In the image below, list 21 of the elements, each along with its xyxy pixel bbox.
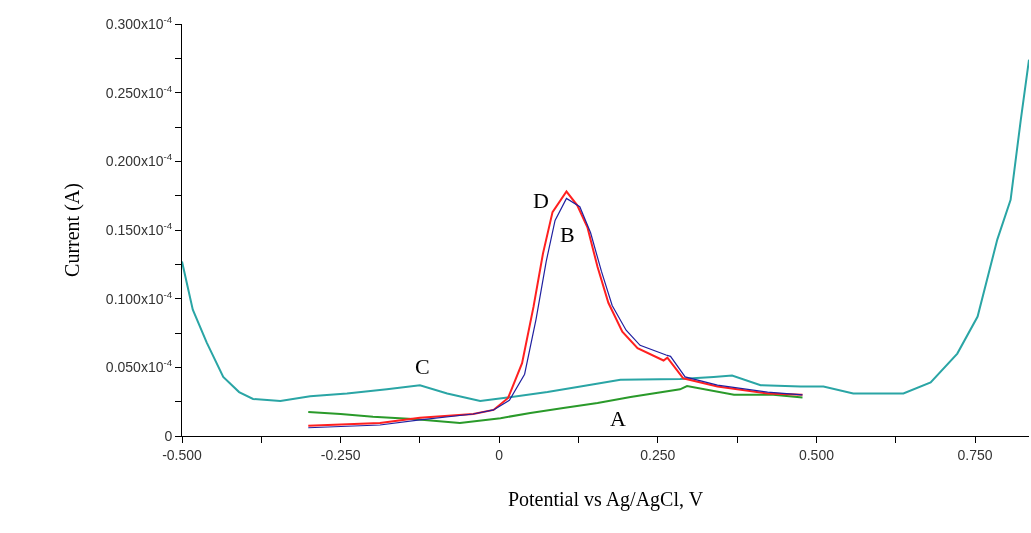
annotation: A: [610, 406, 626, 431]
annotation: C: [415, 354, 430, 379]
y-tick-label: 0.050x10$^{-4}$: [105, 357, 173, 376]
x-tick-label: 0.250: [640, 446, 676, 463]
x-tick-label: -0.250: [320, 446, 361, 463]
line-series: [182, 58, 1029, 402]
y-tick-label: 0.100x10$^{-4}$: [105, 288, 173, 307]
annotation: B: [560, 222, 575, 247]
x-tick-label: -0.500: [162, 446, 203, 463]
y-tick-label: 0.150x10$^{-4}$: [105, 220, 173, 238]
y-axis-title: Current (A): [61, 183, 85, 277]
x-tick-label: 0: [495, 446, 504, 463]
y-tick-label: 0.200x10$^{-4}$: [105, 151, 173, 170]
y-tick-label: 0: [164, 427, 173, 444]
annotation: D: [533, 188, 549, 213]
y-tick-label: 0.250x10$^{-4}$: [105, 82, 173, 101]
x-axis-title: Potential vs Ag/AgCl, V: [507, 488, 704, 512]
line-series: [307, 385, 804, 424]
y-tick-label: 0.300x10$^{-4}$: [105, 14, 173, 32]
x-tick-label: 0.500: [798, 446, 835, 463]
x-tick-label: 0.750: [957, 446, 993, 463]
